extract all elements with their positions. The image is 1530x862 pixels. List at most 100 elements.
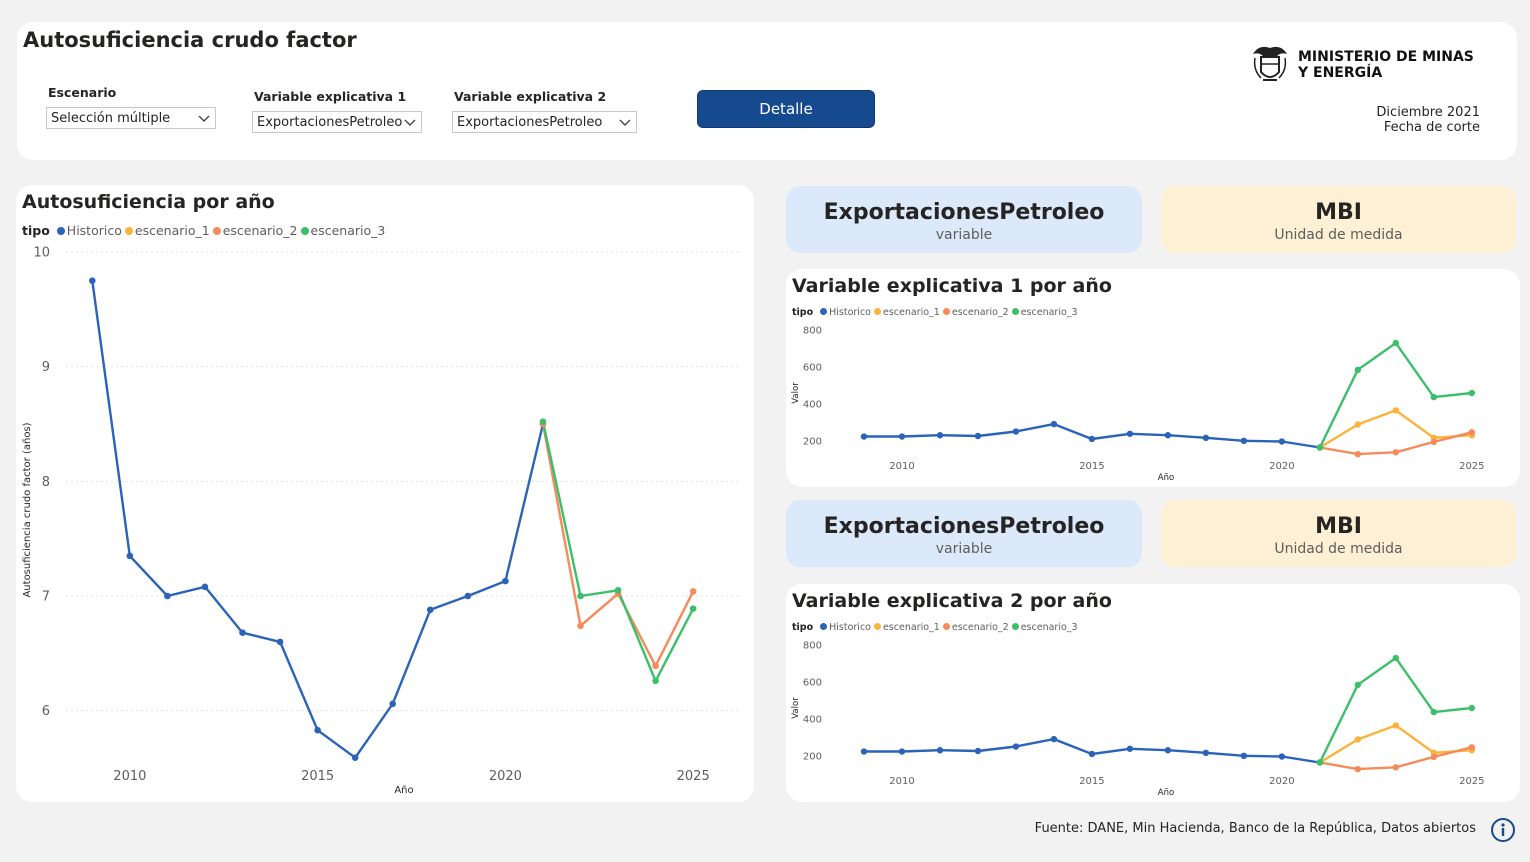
data-point-historico [426,606,434,614]
x-tick-label: 2015 [1079,776,1104,787]
legend-dot-escenario-3 [1011,308,1019,315]
legend-item-historico[interactable]: Historico [829,622,871,633]
kpi-unit-2-value: MBI [1315,514,1362,539]
data-point-historico [1126,745,1134,752]
x-axis-title: Año [394,785,413,796]
legend-item-escenario-2[interactable]: escenario_2 [951,622,1009,633]
data-point-escenario-3 [1468,389,1476,397]
data-point-historico [1012,428,1020,435]
legend-dot-escenario-2 [942,308,950,315]
data-point-escenario-3 [1316,444,1324,451]
kpi-variable-2-label: variable [935,541,993,557]
detail-button[interactable]: Detalle [697,90,875,128]
legend-item-escenario-1[interactable]: escenario_1 [134,223,210,238]
y-tick-label: 800 [803,326,822,337]
main-chart-card: Autosuficiencia por año tipo Historico esc… [16,185,754,802]
main-chart-title: Autosuficiencia por año [22,191,275,213]
y-tick-label: 400 [803,400,822,411]
legend-title: tipo [792,622,814,633]
series-line-escenario-2 [541,423,695,668]
legend-item-historico[interactable]: Historico [829,307,871,318]
data-point-historico [974,432,982,440]
data-point-historico [276,638,284,646]
y-tick-label: 600 [803,678,822,689]
data-point-historico [88,277,96,284]
variable1-dropdown[interactable]: ExportacionesPetroleo [252,111,422,133]
y-tick-label: 8 [42,475,50,490]
kpi-variable-2: ExportacionesPetroleo variable [786,500,1142,567]
data-point-escenario-3 [1430,393,1438,401]
kpi-variable-1-label: variable [935,227,993,243]
data-point-historico [389,700,397,708]
data-point-escenario-1 [1354,736,1362,743]
variable2-chart-title: Variable explicativa 2 por año [792,590,1112,612]
data-point-escenario-3 [1354,681,1362,689]
legend-dot-escenario-1 [873,623,881,630]
legend-dot-historico [820,308,828,315]
x-tick-label: 2020 [1269,776,1294,787]
data-point-historico [1240,752,1248,760]
data-point-escenario-3 [539,418,547,426]
series-line-escenario-1 [1319,409,1472,449]
data-point-escenario-3 [1354,366,1362,374]
variable2-dropdown[interactable]: ExportacionesPetroleo [452,111,637,133]
data-point-escenario-3 [1392,654,1400,662]
cut-date: Diciembre 2021 [1376,105,1480,120]
series-line-escenario-3 [1318,341,1472,449]
x-tick-label: 2025 [1459,776,1484,787]
scenario-filter-label: Escenario [48,85,117,100]
data-point-historico [1012,743,1020,750]
logo-line1: MINISTERIO DE MINAS [1298,49,1474,65]
data-point-historico [936,747,944,754]
data-point-historico [974,747,982,755]
data-point-historico [1050,420,1058,428]
variable2-chart-legend: tipo Historico escenario_1 escenario_2 escen… [792,622,1078,633]
legend-title: tipo [22,223,50,238]
data-point-historico [936,432,944,439]
y-tick-label: 200 [803,437,822,448]
scenario-dropdown-value: Selección múltiple [51,111,171,126]
data-point-escenario-2 [1468,429,1476,436]
y-axis-title: Valor [791,697,801,719]
x-axis-title: Año [1158,788,1174,798]
y-tick-label: 10 [33,246,50,261]
data-point-historico [898,433,906,440]
data-point-historico [464,592,472,600]
data-point-historico [1126,430,1134,437]
legend-item-escenario-3[interactable]: escenario_3 [310,223,386,238]
legend-item-escenario-2[interactable]: escenario_2 [951,307,1009,318]
legend-item-escenario-1[interactable]: escenario_1 [882,307,940,318]
legend-item-escenario-3[interactable]: escenario_3 [1020,307,1078,318]
data-point-escenario-3 [1468,704,1476,712]
legend-item-historico[interactable]: Historico [66,223,122,238]
data-point-escenario-2 [689,588,697,595]
kpi-unit-2: MBI Unidad de medida [1161,500,1516,567]
y-tick-label: 9 [42,360,50,375]
y-axis-title: Autosuficiencia crudo factor (años) [22,422,33,597]
data-point-escenario-1 [1392,407,1400,414]
legend-item-escenario-2[interactable]: escenario_2 [222,223,298,238]
x-tick-label: 2025 [677,769,710,784]
legend-item-escenario-3[interactable]: escenario_3 [1020,622,1078,633]
x-tick-label: 2015 [301,769,334,784]
variable2-line-chart: 200 400 600 800 2010 2015 2020 2025 Año Valor [791,641,1485,799]
legend-dot-escenario-2 [942,623,950,630]
data-point-escenario-3 [1430,708,1438,716]
data-point-historico [860,748,868,755]
y-tick-label: 7 [42,590,50,605]
main-line-chart: 6 7 8 9 10 2010 2015 2020 2025 Año Autosuficiencia… [22,246,742,796]
data-point-historico [1164,432,1172,439]
data-point-historico [1278,753,1286,760]
legend-dot-escenario-3 [1011,623,1019,630]
kpi-unit-1-label: Unidad de medida [1274,227,1403,243]
source-footer: Fuente: DANE, Min Hacienda, Banco de la … [1034,821,1476,836]
scenario-dropdown[interactable]: Selección múltiple [46,107,216,129]
x-tick-label: 2020 [1269,461,1294,472]
x-tick-label: 2020 [489,769,522,784]
info-circle-icon[interactable] [1490,817,1516,843]
legend-dot-escenario-1 [124,227,133,235]
legend-title: tipo [792,307,814,318]
data-point-historico [126,552,134,560]
data-point-historico [201,583,209,591]
legend-item-escenario-1[interactable]: escenario_1 [882,622,940,633]
